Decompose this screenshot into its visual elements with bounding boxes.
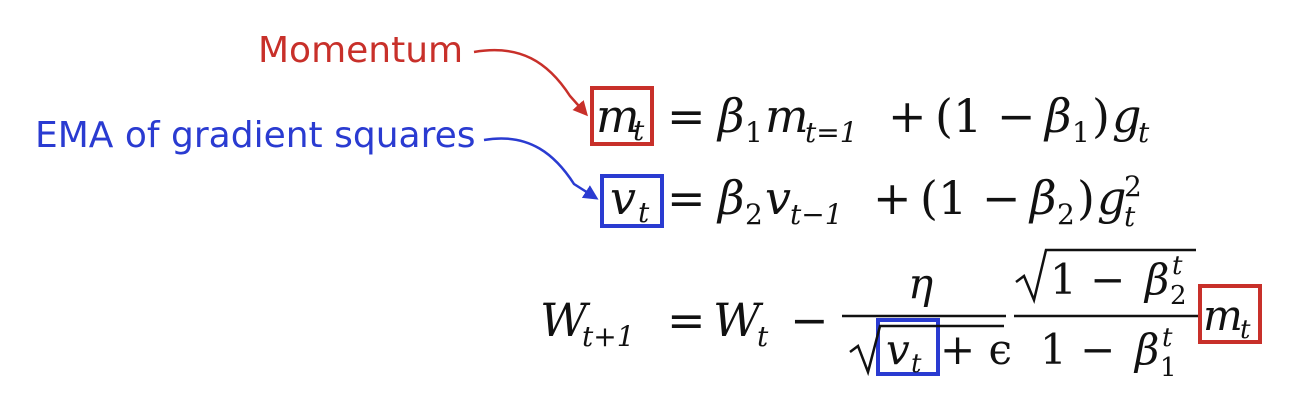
ema-arrow: [483, 137, 599, 200]
eq2-g-sup: 2: [1124, 170, 1142, 203]
eq3-denom-one-minus: 1 −: [1040, 325, 1115, 374]
eq3-numer-beta-sub: 2: [1170, 281, 1187, 311]
eq1-plus: +: [888, 89, 927, 143]
eq3-m-sub: t: [1240, 315, 1251, 345]
eq2-lhs-sub: t: [638, 196, 650, 229]
eq2-beta: β: [716, 171, 745, 225]
eq2-lhs-var: v: [610, 171, 636, 225]
eq2-beta-sub: 2: [745, 198, 763, 231]
eq1-lhs-sub: t: [633, 114, 645, 147]
eq2-beta-2: β: [1028, 171, 1057, 225]
eq3-denom-beta-sub: 1: [1160, 353, 1177, 383]
eq3-numer-beta-sup: t: [1172, 251, 1183, 281]
eq3-lhs-var: W: [540, 293, 591, 347]
eq1-paren-close: ): [1092, 89, 1110, 143]
eq2-paren-open: (1 −: [920, 171, 1020, 225]
eq3-sqrt2: [1015, 248, 1196, 305]
equation-momentum: m t = β 1 m t=1 + (1 − β 1 ) g t: [596, 89, 1150, 149]
eq1-beta-2-sub: 1: [1072, 116, 1090, 149]
eq3-numer-one-minus: 1 −: [1050, 255, 1125, 304]
ema-box-eq3: [876, 318, 940, 376]
eq2-v-var: v: [765, 171, 791, 225]
eq3-denom-beta-sup: t: [1162, 323, 1173, 353]
ema-label: EMA of gradient squares: [35, 115, 476, 156]
eq1-m-var: m: [765, 89, 809, 143]
eq3-minus: −: [790, 293, 829, 347]
eq1-m-sub: t=1: [805, 116, 858, 149]
eq3-equals: =: [667, 293, 706, 347]
eq2-v-sub: t−1: [790, 198, 843, 231]
eq1-g-var: g: [1112, 89, 1141, 143]
eq2-plus: +: [873, 171, 912, 225]
eq1-beta-sub: 1: [745, 116, 763, 149]
eq3-v-var: v: [886, 325, 910, 374]
eq2-equals: =: [667, 171, 706, 225]
momentum-box-eq3: [1198, 284, 1262, 344]
eq3-eta: η: [908, 259, 933, 308]
eq3-w-var: W: [713, 293, 764, 347]
equation-ema: v t = β 2 v t−1 + (1 − β 2 ) g 2 t: [610, 170, 1142, 233]
eq2-beta-2-sub: 2: [1057, 198, 1075, 231]
eq3-w-sub: t: [757, 320, 769, 353]
momentum-box-eq1: [590, 86, 654, 146]
eq3-denom-beta: β: [1133, 325, 1159, 374]
eq3-v-sub: t: [911, 349, 922, 379]
eq3-plus-eps: + ϵ: [940, 325, 1012, 374]
eq1-beta: β: [716, 89, 745, 143]
momentum-arrow: [473, 48, 588, 117]
eq1-g-sub: t: [1138, 116, 1150, 149]
eq3-m-var: m: [1203, 291, 1243, 340]
eq2-g-var: g: [1097, 171, 1126, 225]
eq2-g-sub: t: [1124, 200, 1136, 233]
eq3-lhs-sub: t+1: [582, 320, 635, 353]
eq3-numer-beta: β: [1143, 255, 1169, 304]
eq2-paren-close: ): [1077, 171, 1095, 225]
eq1-lhs-var: m: [596, 89, 640, 143]
equation-update: W t+1 = W t − η v t + ϵ 1 − β t 2 1 − β …: [540, 248, 1251, 383]
ema-box-eq2: [600, 174, 664, 228]
eq3-sqrt1: [849, 324, 1004, 377]
eq1-paren-open: (1 −: [935, 89, 1035, 143]
eq1-beta-2: β: [1043, 89, 1072, 143]
eq1-equals: =: [667, 89, 706, 143]
momentum-label: Momentum: [258, 30, 464, 71]
